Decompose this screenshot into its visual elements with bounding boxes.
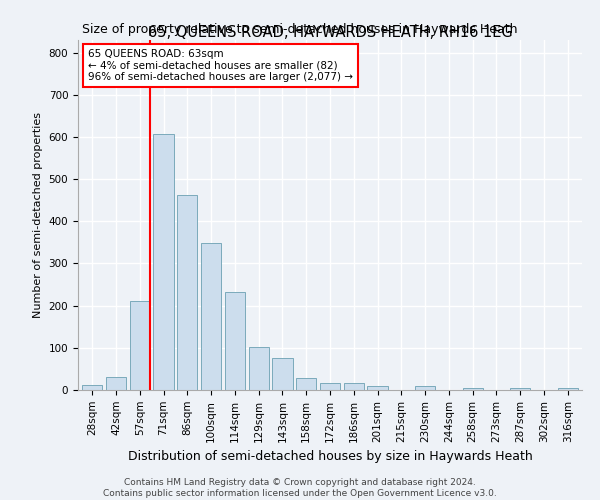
Text: Size of property relative to semi-detached houses in Haywards Heath: Size of property relative to semi-detach… — [82, 22, 518, 36]
Bar — [344, 383, 364, 390]
Bar — [154, 134, 173, 390]
Title: 65, QUEENS ROAD, HAYWARDS HEATH, RH16 1EG: 65, QUEENS ROAD, HAYWARDS HEATH, RH16 1E… — [148, 25, 512, 40]
Text: 65 QUEENS ROAD: 63sqm
← 4% of semi-detached houses are smaller (82)
96% of semi-: 65 QUEENS ROAD: 63sqm ← 4% of semi-detac… — [88, 49, 353, 82]
Bar — [272, 358, 293, 390]
Text: Contains HM Land Registry data © Crown copyright and database right 2024.
Contai: Contains HM Land Registry data © Crown c… — [103, 478, 497, 498]
Bar — [415, 386, 435, 390]
Bar — [225, 292, 245, 390]
Bar — [248, 346, 269, 390]
Bar — [510, 388, 530, 390]
Bar — [106, 376, 126, 390]
Y-axis label: Number of semi-detached properties: Number of semi-detached properties — [33, 112, 43, 318]
Bar — [177, 195, 197, 390]
Bar — [557, 388, 578, 390]
Bar — [296, 378, 316, 390]
Bar — [320, 383, 340, 390]
Bar — [130, 302, 150, 390]
X-axis label: Distribution of semi-detached houses by size in Haywards Heath: Distribution of semi-detached houses by … — [128, 450, 532, 463]
Bar — [201, 244, 221, 390]
Bar — [367, 386, 388, 390]
Bar — [463, 388, 483, 390]
Bar — [82, 385, 103, 390]
